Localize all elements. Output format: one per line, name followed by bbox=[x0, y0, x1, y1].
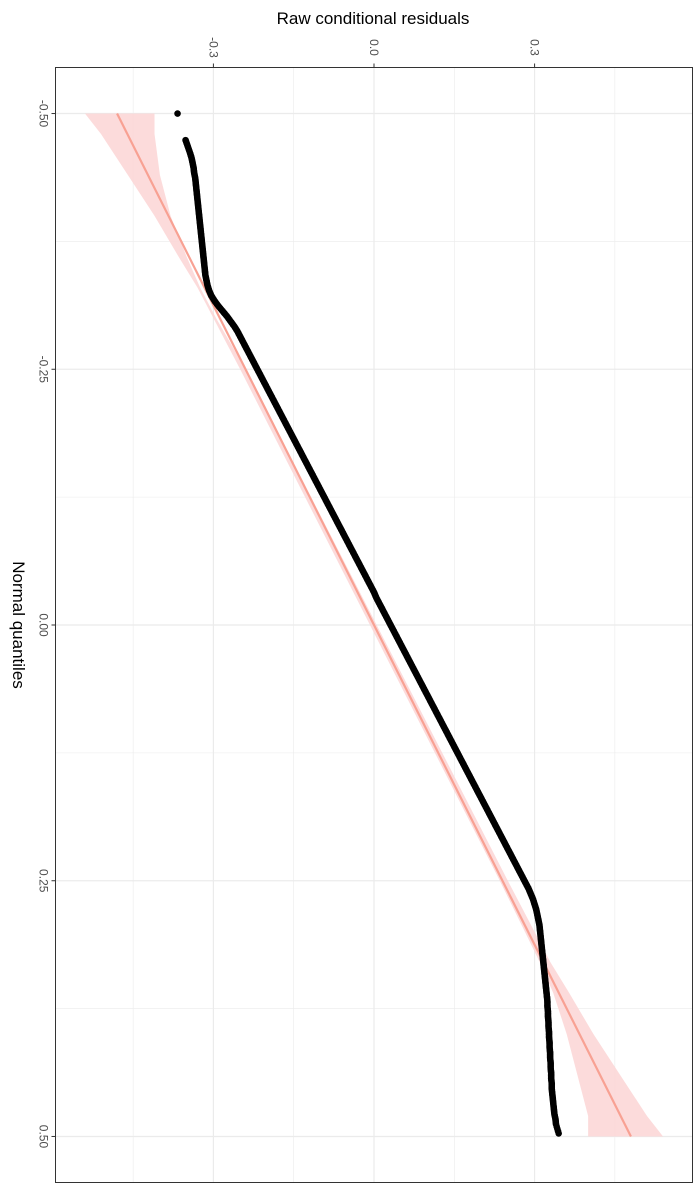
left-axis-title: Normal quantiles bbox=[9, 561, 28, 689]
x-tick-label: 0.50 bbox=[37, 1125, 51, 1149]
x-tick-label: 0.00 bbox=[37, 613, 51, 637]
y-tick-label: 0.3 bbox=[528, 39, 542, 56]
normal-quantile-ticks: -0.50 -0.25 0.00 0.25 0.50 bbox=[37, 100, 56, 1149]
top-axis-title: Raw conditional residuals bbox=[277, 9, 470, 28]
grid-lines bbox=[55, 67, 693, 1183]
y-tick-label: -0.3 bbox=[206, 37, 220, 58]
data-point bbox=[174, 110, 181, 117]
y-tick-label: 0.0 bbox=[367, 39, 381, 56]
x-tick-label: -0.25 bbox=[37, 356, 51, 384]
residual-ticks: -0.3 0.0 0.3 bbox=[206, 37, 542, 68]
x-tick-label: 0.25 bbox=[37, 869, 51, 893]
data-point bbox=[555, 1130, 562, 1137]
residual-points-layer bbox=[174, 110, 562, 1137]
x-tick-label: -0.50 bbox=[37, 100, 51, 128]
